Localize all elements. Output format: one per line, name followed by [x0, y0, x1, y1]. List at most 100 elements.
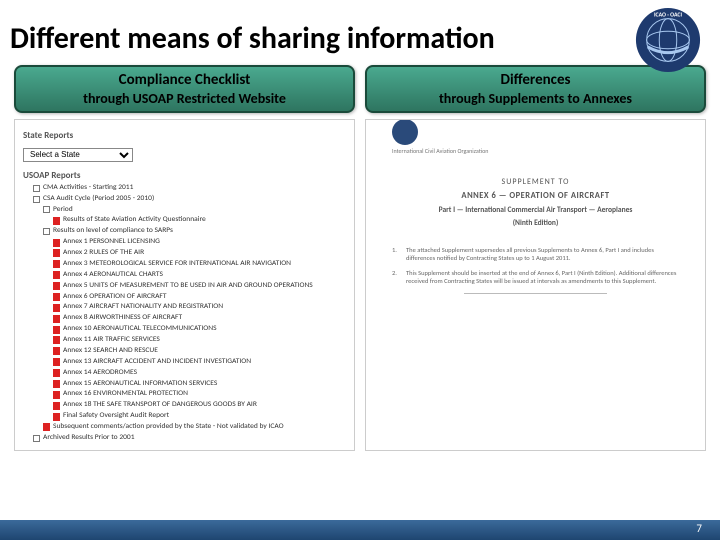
doc-para1-num: 1.	[392, 246, 406, 262]
tree-item-label: Annex 2 RULES OF THE AIR	[63, 248, 144, 259]
pdf-icon	[53, 369, 60, 377]
footer-bar: 7	[0, 520, 720, 540]
doc-annex-title: ANNEX 6 — OPERATION OF AIRCRAFT	[392, 191, 679, 201]
tree-item-label: Period	[53, 205, 73, 216]
tree-item[interactable]: Annex 7 AIRCRAFT NATIONALITY AND REGISTR…	[23, 302, 346, 313]
pdf-icon	[53, 293, 60, 301]
expand-icon	[33, 435, 40, 442]
doc-para2-text: This Supplement should be inserted at th…	[406, 269, 679, 285]
expand-icon	[43, 206, 50, 213]
tree-item[interactable]: CMA Activities - Starting 2011	[23, 183, 346, 194]
pdf-icon	[53, 282, 60, 290]
tree-item-label: Annex 8 AIRWORTHINESS OF AIRCRAFT	[63, 313, 182, 324]
right-column: Differences through Supplements to Annex…	[365, 65, 706, 451]
tree-item-label: Archived Results Prior to 2001	[43, 433, 135, 444]
tree-item[interactable]: Results on level of compliance to SARPs	[23, 226, 346, 237]
tree-item[interactable]: Annex 18 THE SAFE TRANSPORT OF DANGEROUS…	[23, 400, 346, 411]
pdf-icon	[53, 326, 60, 334]
tree-item[interactable]: Annex 13 AIRCRAFT ACCIDENT AND INCIDENT …	[23, 357, 346, 368]
tree-item[interactable]: Annex 4 AERONAUTICAL CHARTS	[23, 270, 346, 281]
tree-item-label: Annex 3 METEOROLOGICAL SERVICE FOR INTER…	[63, 259, 291, 270]
page-number: 7	[696, 522, 702, 535]
doc-titles: SUPPLEMENT TO ANNEX 6 — OPERATION OF AIR…	[392, 177, 679, 228]
tree-item-label: Annex 15 AERONAUTICAL INFORMATION SERVIC…	[63, 379, 217, 390]
doc-part-title: Part I — International Commercial Air Tr…	[392, 206, 679, 215]
tree-item-label: Annex 1 PERSONNEL LICENSING	[63, 237, 160, 248]
slide-title: Different means of sharing information	[0, 0, 720, 65]
tree-item-label: Final Safety Oversight Audit Report	[63, 411, 169, 422]
tree-item[interactable]: Annex 12 SEARCH AND RESCUE	[23, 346, 346, 357]
pdf-icon	[53, 336, 60, 344]
state-select[interactable]: Select a State	[23, 148, 133, 162]
tree-item[interactable]: Annex 2 RULES OF THE AIR	[23, 248, 346, 259]
pdf-icon	[43, 423, 50, 431]
tree-item[interactable]: Annex 16 ENVIRONMENTAL PROTECTION	[23, 389, 346, 400]
pdf-icon	[53, 304, 60, 312]
pdf-icon	[53, 260, 60, 268]
left-header-line2: through USOAP Restricted Website	[22, 90, 347, 108]
tree-item-label: Subsequent comments/action provided by t…	[53, 422, 284, 433]
tree-item-label: Annex 10 AERONAUTICAL TELECOMMUNICATIONS	[63, 324, 217, 335]
tree-item[interactable]: Final Safety Oversight Audit Report	[23, 411, 346, 422]
columns: Compliance Checklist through USOAP Restr…	[0, 65, 720, 451]
pdf-icon	[53, 315, 60, 323]
tree-item[interactable]: Annex 3 METEOROLOGICAL SERVICE FOR INTER…	[23, 259, 346, 270]
pdf-icon	[53, 413, 60, 421]
tree-item-label: Annex 6 OPERATION OF AIRCRAFT	[63, 292, 167, 303]
report-tree: CMA Activities - Starting 2011CSA Audit …	[23, 183, 346, 444]
tree-item-label: Annex 12 SEARCH AND RESCUE	[63, 346, 158, 357]
pdf-icon	[53, 347, 60, 355]
left-column: Compliance Checklist through USOAP Restr…	[14, 65, 355, 451]
tree-item-label: Annex 7 AIRCRAFT NATIONALITY AND REGISTR…	[63, 302, 223, 313]
pdf-icon	[53, 380, 60, 388]
tree-item[interactable]: Annex 8 AIRWORTHINESS OF AIRCRAFT	[23, 313, 346, 324]
pdf-icon	[53, 271, 60, 279]
doc-body: 1. The attached Supplement supersedes al…	[392, 246, 679, 285]
expand-icon	[33, 196, 40, 203]
doc-org-caption: International Civil Aviation Organizatio…	[392, 147, 679, 155]
tree-item[interactable]: Period	[23, 205, 346, 216]
tree-item-label: Annex 11 AIR TRAFFIC SERVICES	[63, 335, 160, 346]
tree-item[interactable]: Annex 5 UNITS OF MEASUREMENT TO BE USED …	[23, 281, 346, 292]
pdf-icon	[53, 391, 60, 399]
tree-item[interactable]: Annex 10 AERONAUTICAL TELECOMMUNICATIONS	[23, 324, 346, 335]
left-header: Compliance Checklist through USOAP Restr…	[14, 65, 355, 113]
usoap-reports-label: USOAP Reports	[23, 170, 346, 181]
tree-item[interactable]: Annex 1 PERSONNEL LICENSING	[23, 237, 346, 248]
tree-item[interactable]: Annex 14 AERODROMES	[23, 368, 346, 379]
tree-item[interactable]: Archived Results Prior to 2001	[23, 433, 346, 444]
pdf-icon	[53, 217, 60, 225]
tree-item-label: Results of State Aviation Activity Quest…	[63, 215, 206, 226]
doc-para1-text: The attached Supplement supersedes all p…	[406, 246, 679, 262]
expand-icon	[43, 228, 50, 235]
icao-logo: ICAO · OACI	[634, 6, 702, 74]
tree-item-label: Annex 14 AERODROMES	[63, 368, 137, 379]
tree-item[interactable]: Annex 6 OPERATION OF AIRCRAFT	[23, 292, 346, 303]
tree-item-label: Annex 16 ENVIRONMENTAL PROTECTION	[63, 389, 188, 400]
tree-item[interactable]: Annex 15 AERONAUTICAL INFORMATION SERVIC…	[23, 379, 346, 390]
tree-item[interactable]: CSA Audit Cycle (Period 2005 - 2010)	[23, 194, 346, 205]
right-header-line2: through Supplements to Annexes	[373, 90, 698, 108]
doc-divider	[464, 293, 608, 294]
state-reports-label: State Reports	[23, 130, 346, 141]
document-preview: (draft) International Civil Aviation Org…	[374, 126, 697, 316]
tree-item-label: Results on level of compliance to SARPs	[53, 226, 173, 237]
tree-item[interactable]: Annex 11 AIR TRAFFIC SERVICES	[23, 335, 346, 346]
tree-item-label: CSA Audit Cycle (Period 2005 - 2010)	[43, 194, 154, 205]
svg-text:ICAO · OACI: ICAO · OACI	[654, 11, 683, 19]
tree-item-label: Annex 18 THE SAFE TRANSPORT OF DANGEROUS…	[63, 400, 257, 411]
doc-mini-logo	[392, 119, 418, 145]
tree-item[interactable]: Subsequent comments/action provided by t…	[23, 422, 346, 433]
tree-item[interactable]: Results of State Aviation Activity Quest…	[23, 215, 346, 226]
expand-icon	[33, 185, 40, 192]
doc-para-2: 2. This Supplement should be inserted at…	[392, 269, 679, 285]
doc-supplement-to: SUPPLEMENT TO	[392, 177, 679, 187]
right-body: (draft) International Civil Aviation Org…	[365, 119, 706, 451]
doc-edition: (Ninth Edition)	[392, 219, 679, 228]
pdf-icon	[53, 239, 60, 247]
tree-item-label: Annex 13 AIRCRAFT ACCIDENT AND INCIDENT …	[63, 357, 251, 368]
tree-item-label: Annex 4 AERONAUTICAL CHARTS	[63, 270, 163, 281]
tree-item-label: CMA Activities - Starting 2011	[43, 183, 133, 194]
pdf-icon	[53, 402, 60, 410]
tree-item-label: Annex 5 UNITS OF MEASUREMENT TO BE USED …	[63, 281, 313, 292]
